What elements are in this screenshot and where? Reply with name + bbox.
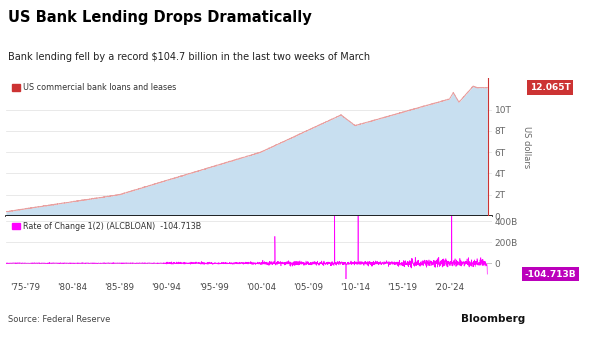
Text: Bloomberg: Bloomberg: [461, 314, 525, 324]
Legend: US commercial bank loans and leases: US commercial bank loans and leases: [10, 82, 178, 94]
Y-axis label: US dollars: US dollars: [522, 126, 531, 168]
Text: US Bank Lending Drops Dramatically: US Bank Lending Drops Dramatically: [8, 10, 311, 25]
Text: 12.065T: 12.065T: [530, 83, 571, 92]
Legend: Rate of Change 1(2) (ALCBLOAN)  -104.713B: Rate of Change 1(2) (ALCBLOAN) -104.713B: [10, 220, 203, 232]
Text: Bank lending fell by a record $104.7 billion in the last two weeks of March: Bank lending fell by a record $104.7 bil…: [8, 52, 370, 63]
Text: Source: Federal Reserve: Source: Federal Reserve: [8, 315, 110, 324]
Text: -104.713B: -104.713B: [524, 270, 576, 279]
Text: ⊞: ⊞: [529, 316, 537, 326]
